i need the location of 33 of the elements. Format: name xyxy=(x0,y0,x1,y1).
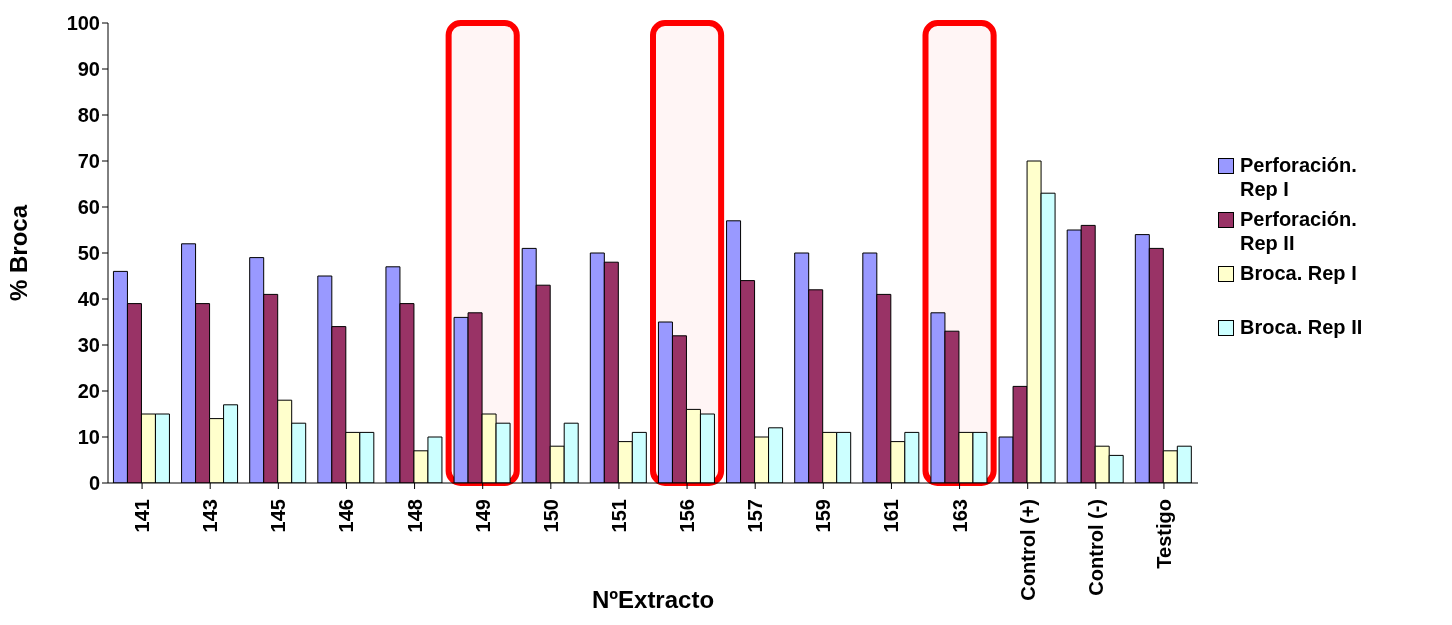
x-tick-label: 157 xyxy=(744,499,767,533)
x-tick-label: 149 xyxy=(471,499,494,533)
y-axis-title: % Broca xyxy=(4,204,32,302)
x-tick-label: 145 xyxy=(267,499,290,533)
y-tick-label: 60 xyxy=(77,196,100,219)
y-tick-label: 50 xyxy=(77,242,100,265)
x-tick-label: 159 xyxy=(812,499,835,533)
legend-label: Perforación. Rep II xyxy=(1240,207,1358,255)
x-tick-label: 141 xyxy=(131,499,154,533)
x-tick-label: 143 xyxy=(199,499,222,533)
y-tick-label: 0 xyxy=(88,472,100,495)
x-tick-label: 150 xyxy=(539,499,562,533)
x-tick-label: 161 xyxy=(880,499,903,533)
y-tick-label: 80 xyxy=(77,104,100,127)
y-tick-label: 40 xyxy=(77,288,100,311)
y-tick-label: 70 xyxy=(77,150,100,173)
y-tick-label: 90 xyxy=(77,58,100,81)
x-tick-label: Control (+) xyxy=(1016,499,1039,601)
x-tick-label: 146 xyxy=(335,499,358,533)
x-axis-title: NºExtracto xyxy=(591,586,715,613)
y-tick-label: 100 xyxy=(66,12,100,35)
y-tick-label: 10 xyxy=(77,426,100,449)
legend-label: Broca. Rep II xyxy=(1240,315,1364,339)
y-tick-label: 20 xyxy=(77,380,100,403)
y-tick-label: 30 xyxy=(77,334,100,357)
x-tick-label: 163 xyxy=(948,499,971,533)
x-tick-label: 151 xyxy=(607,499,630,533)
x-tick-label: Control (-) xyxy=(1084,499,1107,596)
legend-label: Broca. Rep I xyxy=(1240,261,1358,285)
x-tick-label: 148 xyxy=(403,499,426,533)
legend-label: Perforación. Rep I xyxy=(1240,153,1358,201)
x-tick-label: Testigo xyxy=(1152,499,1175,569)
x-tick-label: 156 xyxy=(676,499,699,533)
